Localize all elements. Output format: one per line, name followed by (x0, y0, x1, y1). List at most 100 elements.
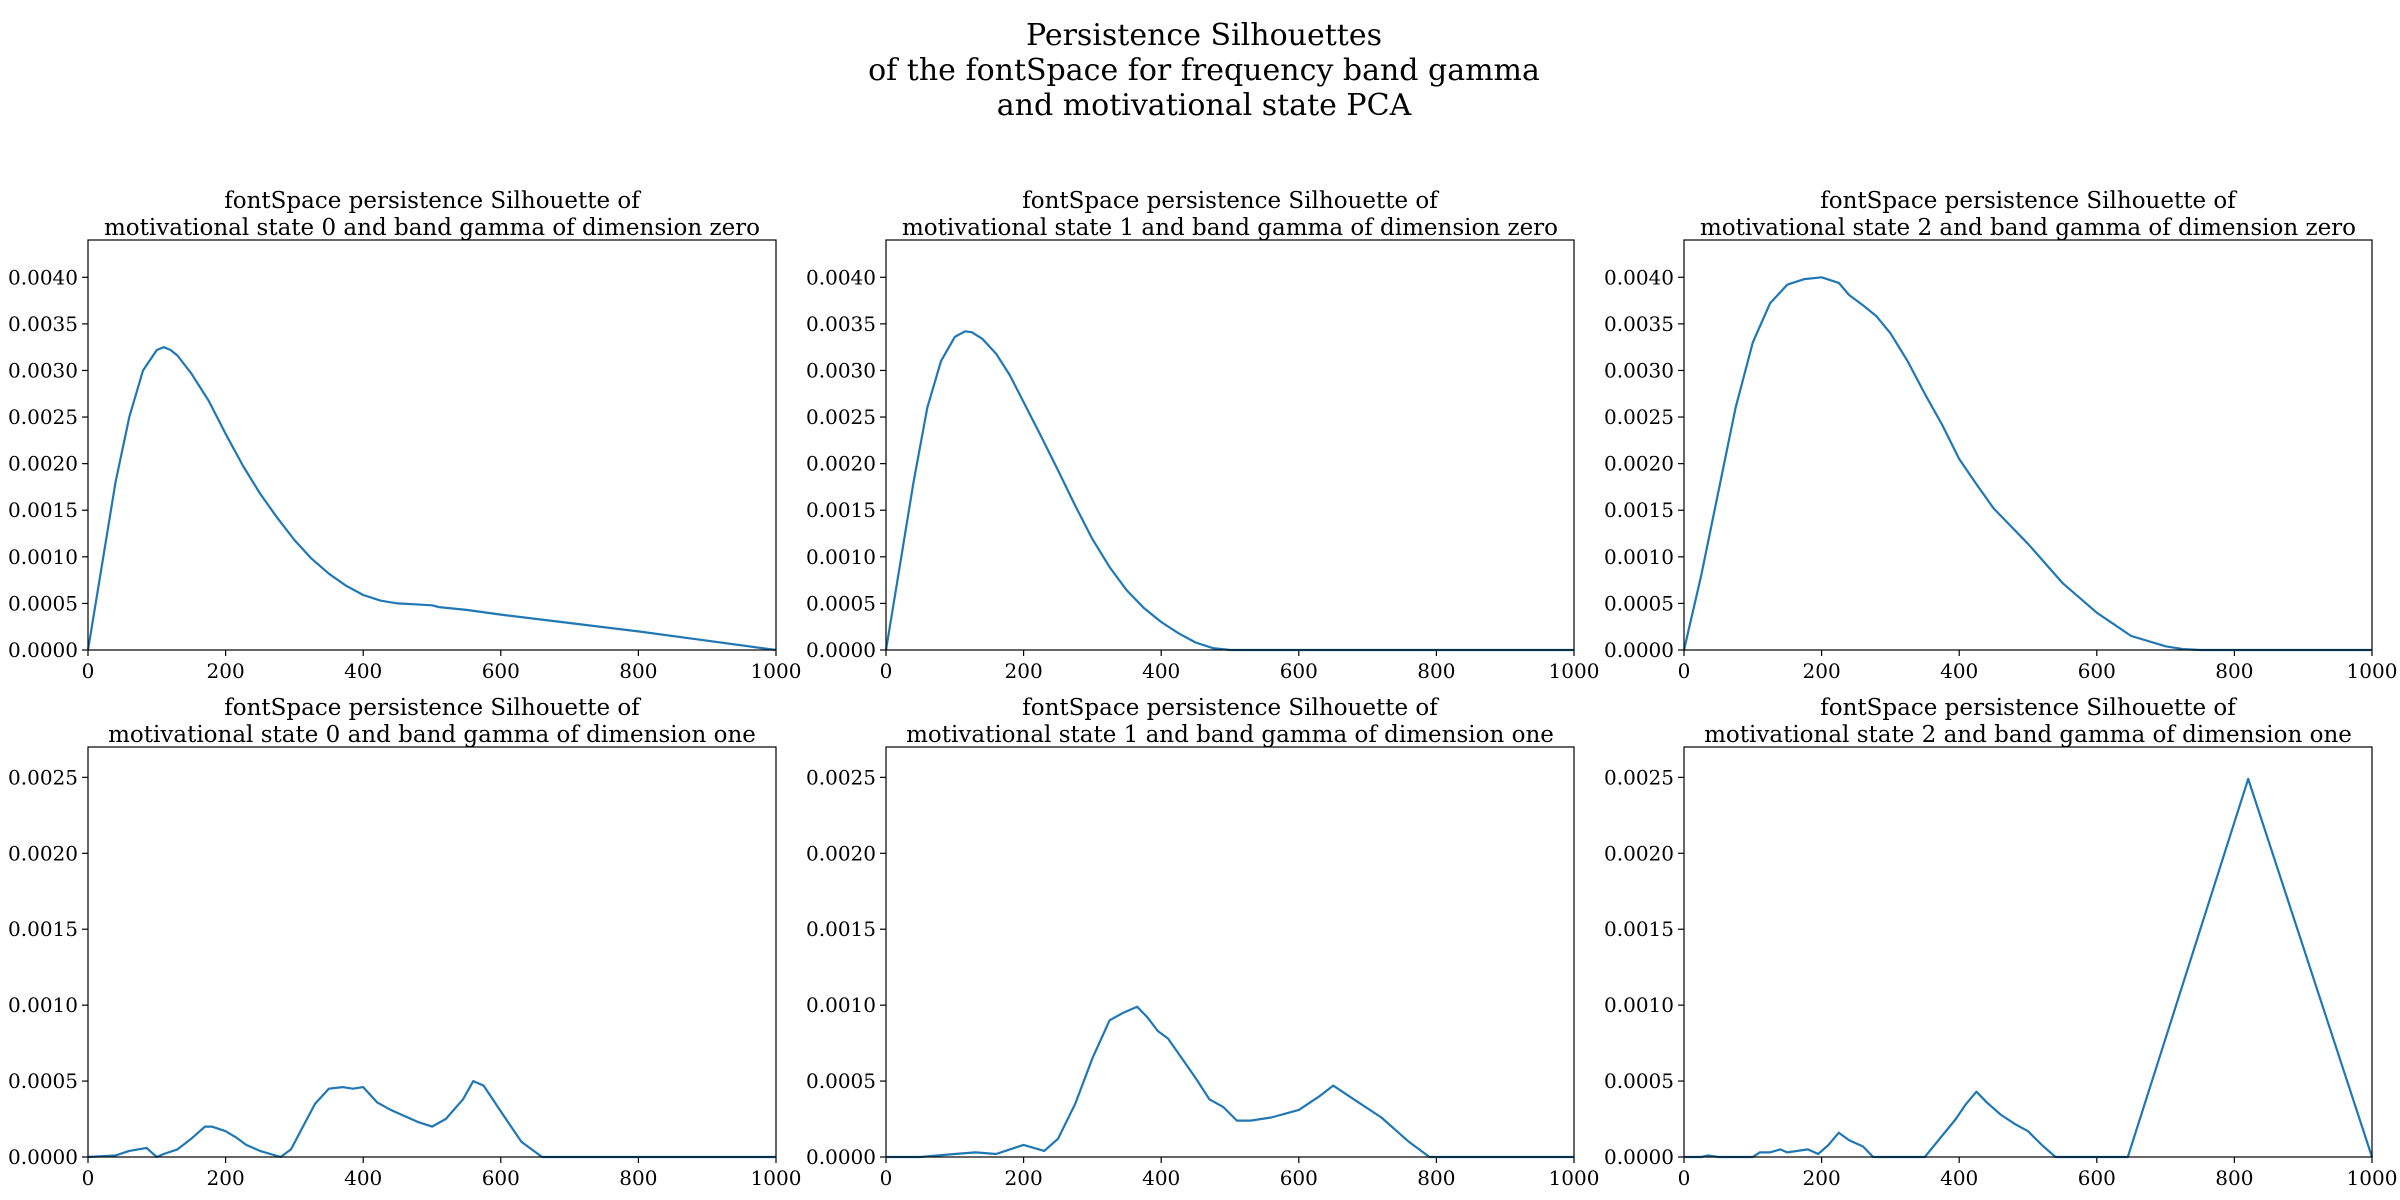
figure-title-line: and motivational state PCA (997, 88, 1412, 123)
y-tick-label: 0.0040 (806, 265, 876, 289)
figure-title-line: of the fontSpace for frequency band gamm… (868, 53, 1540, 88)
x-tick-label: 400 (1142, 1166, 1180, 1190)
x-tick-label: 600 (482, 659, 520, 683)
y-tick-label: 0.0015 (806, 498, 876, 522)
x-tick-label: 0 (82, 1166, 95, 1190)
x-tick-label: 800 (619, 659, 657, 683)
axes-frame (885, 239, 1575, 651)
x-tick-label: 600 (1280, 1166, 1318, 1190)
y-tick-label: 0.0035 (806, 312, 876, 336)
subplot: fontSpace persistence Silhouette ofmotiv… (1604, 695, 2397, 1190)
y-tick-label: 0.0030 (1604, 358, 1674, 382)
subplot-title: fontSpace persistence Silhouette of (1022, 695, 1439, 721)
subplot-title: fontSpace persistence Silhouette of (224, 188, 641, 214)
x-tick-label: 1000 (2347, 1166, 2398, 1190)
y-tick-label: 0.0015 (1604, 917, 1674, 941)
x-tick-label: 0 (880, 659, 893, 683)
y-tick-label: 0.0025 (806, 765, 876, 789)
x-tick-label: 1000 (751, 1166, 802, 1190)
x-tick-label: 600 (1280, 659, 1318, 683)
y-tick-label: 0.0020 (8, 841, 78, 865)
y-tick-label: 0.0020 (1604, 452, 1674, 476)
subplot-grid: fontSpace persistence Silhouette ofmotiv… (8, 188, 2397, 1190)
y-tick-label: 0.0010 (1604, 545, 1674, 569)
axes-frame (885, 746, 1575, 1158)
x-tick-label: 200 (1005, 1166, 1043, 1190)
y-tick-label: 0.0025 (1604, 765, 1674, 789)
y-tick-label: 0.0015 (806, 917, 876, 941)
subplot-title: fontSpace persistence Silhouette of (224, 695, 641, 721)
y-tick-label: 0.0020 (806, 841, 876, 865)
y-tick-label: 0.0025 (806, 405, 876, 429)
x-tick-label: 200 (1803, 1166, 1841, 1190)
x-tick-label: 0 (1678, 1166, 1691, 1190)
x-tick-label: 200 (1803, 659, 1841, 683)
y-tick-label: 0.0020 (1604, 841, 1674, 865)
y-tick-label: 0.0000 (1604, 638, 1674, 662)
subplot: fontSpace persistence Silhouette ofmotiv… (806, 188, 1599, 683)
subplot-title: motivational state 2 and band gamma of d… (1700, 215, 2356, 241)
silhouette-line (1682, 276, 2372, 652)
y-tick-label: 0.0015 (1604, 498, 1674, 522)
subplot-title: fontSpace persistence Silhouette of (1820, 188, 2237, 214)
x-tick-label: 1000 (2347, 659, 2398, 683)
silhouette-line (87, 1080, 776, 1159)
x-tick-label: 800 (1417, 1166, 1455, 1190)
x-tick-label: 1000 (751, 659, 802, 683)
axes-frame (87, 746, 777, 1158)
y-tick-label: 0.0015 (8, 917, 78, 941)
x-tick-label: 1000 (1549, 1166, 1600, 1190)
x-tick-label: 200 (207, 1166, 245, 1190)
y-tick-label: 0.0020 (806, 452, 876, 476)
x-tick-label: 600 (2078, 1166, 2116, 1190)
y-tick-label: 0.0025 (1604, 405, 1674, 429)
silhouette-line (886, 1005, 1574, 1159)
x-tick-label: 200 (207, 659, 245, 683)
y-tick-label: 0.0000 (8, 638, 78, 662)
subplot-title: motivational state 2 and band gamma of d… (1704, 722, 2352, 748)
y-tick-label: 0.0000 (8, 1145, 78, 1169)
x-tick-label: 1000 (1549, 659, 1600, 683)
axes-frame (1683, 746, 2373, 1158)
axes-frame (87, 239, 777, 651)
x-tick-label: 0 (1678, 659, 1691, 683)
subplot: fontSpace persistence Silhouette ofmotiv… (1604, 188, 2397, 683)
x-tick-label: 0 (82, 659, 95, 683)
y-tick-label: 0.0005 (1604, 591, 1674, 615)
y-tick-label: 0.0010 (1604, 993, 1674, 1017)
axes-frame (1683, 239, 2373, 651)
x-tick-label: 800 (1417, 659, 1455, 683)
y-tick-label: 0.0035 (1604, 312, 1674, 336)
y-tick-label: 0.0020 (8, 452, 78, 476)
y-tick-label: 0.0010 (8, 545, 78, 569)
y-tick-label: 0.0025 (8, 405, 78, 429)
subplot: fontSpace persistence Silhouette ofmotiv… (806, 695, 1599, 1190)
subplot: fontSpace persistence Silhouette ofmotiv… (8, 695, 801, 1190)
y-tick-label: 0.0035 (8, 312, 78, 336)
subplot-title: motivational state 0 and band gamma of d… (104, 215, 760, 241)
y-tick-label: 0.0040 (1604, 265, 1674, 289)
y-tick-label: 0.0005 (806, 1069, 876, 1093)
x-tick-label: 800 (2215, 659, 2253, 683)
y-tick-label: 0.0025 (8, 765, 78, 789)
y-tick-label: 0.0030 (8, 358, 78, 382)
x-tick-label: 800 (2215, 1166, 2253, 1190)
subplot-title: fontSpace persistence Silhouette of (1820, 695, 2237, 721)
y-tick-label: 0.0005 (806, 591, 876, 615)
x-tick-label: 400 (1940, 659, 1978, 683)
figure-title: Persistence Silhouettes of the fontSpace… (868, 18, 1540, 123)
y-tick-label: 0.0030 (806, 358, 876, 382)
figure-title-line: Persistence Silhouettes (1026, 18, 1382, 53)
y-tick-label: 0.0015 (8, 498, 78, 522)
x-tick-label: 400 (344, 1166, 382, 1190)
subplot-title: motivational state 1 and band gamma of d… (902, 215, 1558, 241)
y-tick-label: 0.0005 (1604, 1069, 1674, 1093)
subplot-title: fontSpace persistence Silhouette of (1022, 188, 1439, 214)
x-tick-label: 600 (482, 1166, 520, 1190)
x-tick-label: 600 (2078, 659, 2116, 683)
subplot-title: motivational state 1 and band gamma of d… (906, 722, 1554, 748)
x-tick-label: 0 (880, 1166, 893, 1190)
subplot: fontSpace persistence Silhouette ofmotiv… (8, 188, 801, 683)
